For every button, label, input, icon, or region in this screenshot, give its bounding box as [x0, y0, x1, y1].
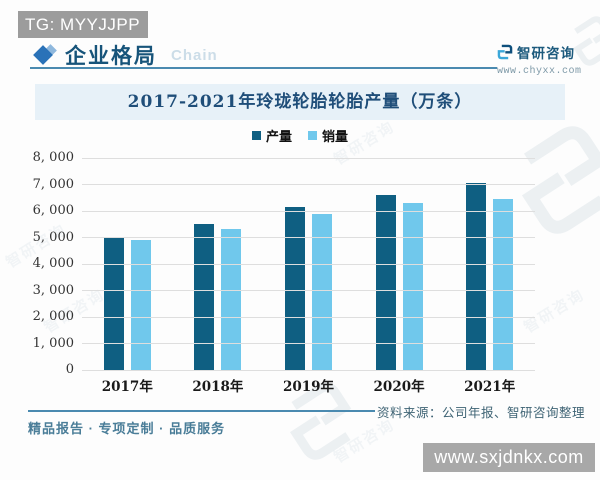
bar-销量 [221, 228, 242, 370]
gridline [82, 237, 535, 238]
x-axis-labels: 2017年 2018年 2019年 2020年 2021年 [82, 375, 535, 395]
bar-group [354, 158, 445, 370]
bar-产量 [194, 224, 215, 370]
y-tick-label: 0 [65, 362, 74, 377]
chart-legend: 产量 销量 [0, 126, 600, 144]
y-tick-label: 3, 000 [32, 282, 74, 298]
tg-badge: TG: MYYJJPP [18, 11, 148, 38]
gridline [82, 290, 535, 291]
bar-group [263, 158, 354, 370]
bar-产量 [103, 236, 124, 370]
y-tick-label: 7, 000 [32, 176, 74, 192]
x-tick-label: 2018年 [192, 379, 244, 395]
bar-销量 [402, 202, 423, 370]
watermark-chain-label: Chain [171, 46, 218, 64]
source-note: 资料来源：公司年报、智研咨询整理 [376, 406, 585, 420]
y-tick-label: 2, 000 [32, 309, 74, 324]
bar-group [444, 158, 535, 370]
y-tick-label: 8, 000 [32, 150, 74, 165]
gridline [82, 184, 535, 185]
legend-swatch-icon [251, 130, 261, 140]
y-tick-label: 6, 000 [32, 203, 74, 218]
chart-title: 2017-2021年玲珑轮胎轮胎产量（万条） [35, 84, 565, 120]
gridline [82, 263, 535, 265]
legend-label: 销量 [322, 128, 349, 144]
y-tick-label: 1, 000 [32, 335, 74, 351]
site-badge: www.sxjdnkx.com [423, 443, 595, 472]
legend-item: 产量 [251, 126, 292, 145]
bar-产量 [375, 195, 396, 370]
brand-name: 智研咨询 [517, 46, 575, 61]
y-axis-labels: 0 1, 000 2, 000 3, 000 4, 000 5, 000 6, 000 7, … [0, 151, 74, 377]
brand-url: www.chyxx.com [497, 66, 582, 77]
bar-销量 [130, 240, 151, 370]
gridline [82, 157, 535, 159]
y-tick-label: 5, 000 [32, 229, 74, 245]
bar-产量 [284, 206, 305, 370]
brand-watermark-text: 智研咨询 [331, 416, 398, 467]
brand-logo-icon [497, 44, 513, 60]
y-tick-label: 4, 000 [32, 256, 74, 271]
header-divider [30, 67, 497, 69]
legend-item: 销量 [308, 126, 348, 145]
bar-销量 [311, 214, 332, 370]
bar-产量 [466, 183, 487, 370]
x-tick-label: 2017年 [101, 379, 153, 395]
section-header: 企业格局 Chain [33, 41, 218, 69]
plot-area [82, 157, 535, 371]
gridline [82, 316, 535, 318]
legend-label: 产量 [265, 128, 292, 144]
x-tick-label: 2021年 [464, 379, 516, 395]
bar-销量 [493, 198, 514, 370]
gridline [82, 210, 535, 212]
x-tick-label: 2020年 [373, 379, 425, 395]
x-tick-label: 2019年 [282, 379, 335, 395]
bar-group [82, 158, 173, 370]
gridline [82, 369, 535, 371]
gridline [82, 343, 535, 344]
legend-swatch-icon [308, 130, 317, 140]
footer-slogan: 精品报告 · 专项定制 · 品质服务 [28, 421, 226, 436]
brand-logo: 智研咨询 www.chyxx.com [497, 42, 592, 77]
section-title: 企业格局 [65, 43, 157, 68]
footer-divider [28, 410, 375, 412]
